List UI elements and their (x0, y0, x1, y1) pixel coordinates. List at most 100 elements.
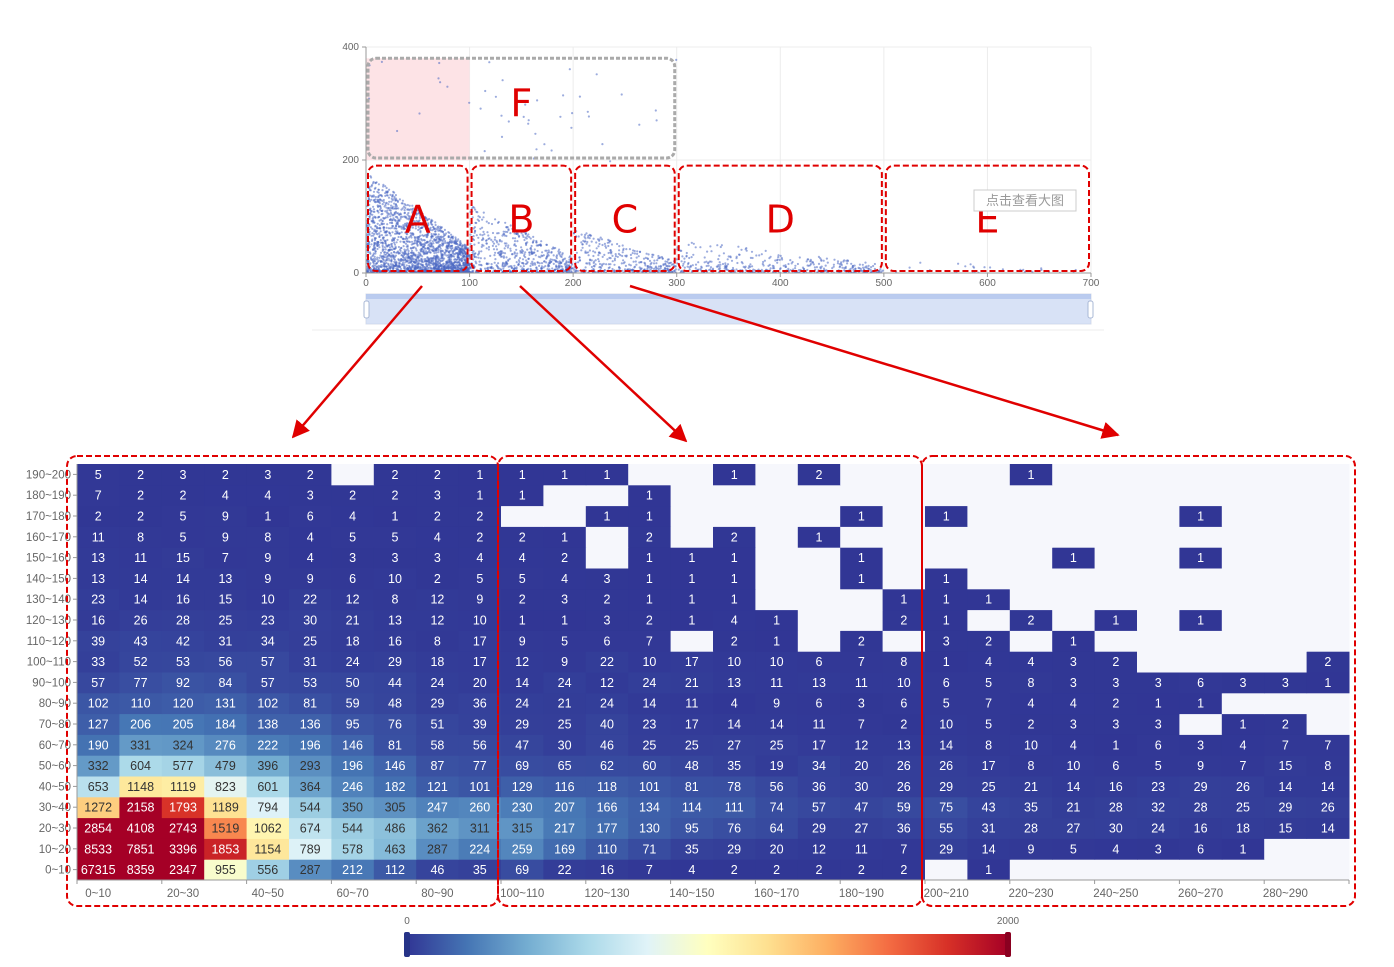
scatter-point (393, 257, 396, 260)
scatter-point (735, 257, 738, 260)
scatter-point (585, 242, 588, 245)
scatter-point (454, 236, 457, 239)
scatter-x-tick-label: 500 (876, 278, 893, 289)
scatter-point (492, 248, 496, 251)
scatter-point (859, 267, 862, 270)
heatmap-cell-label: 9 (561, 655, 568, 669)
scatter-point (718, 254, 721, 257)
heatmap-cell-label: 58 (430, 738, 444, 752)
view-full-image-button[interactable]: 点击查看大图 (973, 189, 1077, 212)
heatmap-cell-label: 1 (858, 572, 865, 586)
scatter-point (381, 257, 384, 260)
heatmap-cell-label: 6 (307, 510, 314, 524)
scatter-point (374, 230, 378, 234)
heatmap-cell-label: 7 (858, 655, 865, 669)
heatmap-cell-label: 260 (469, 801, 490, 815)
scatter-point (425, 263, 428, 266)
heatmap-x-tick-label: 80~90 (421, 888, 453, 900)
scatter-point (655, 119, 658, 122)
heatmap-empty-cell (1306, 588, 1350, 611)
heatmap-cell-label: 222 (257, 738, 278, 752)
heatmap-cell-label: 14 (1066, 780, 1080, 794)
scatter-point (408, 261, 412, 264)
scatter-point (438, 262, 442, 265)
scatter-point (513, 243, 516, 246)
scatter-point (592, 237, 595, 240)
heatmap-cell-label: 578 (342, 842, 363, 856)
scatter-point (377, 183, 380, 186)
scatter-point (454, 264, 457, 267)
heatmap-cell-label: 24 (1151, 822, 1165, 836)
scatter-point (716, 265, 719, 268)
scatter-point (373, 232, 376, 236)
scatter-point (374, 257, 377, 261)
heatmap-cell-label: 463 (385, 842, 406, 856)
scatter-point (769, 267, 772, 270)
heatmap-cell-label: 1 (943, 593, 950, 607)
scatter-point (729, 255, 732, 258)
heatmap-cell-label: 30 (1109, 822, 1123, 836)
scatter-point (655, 262, 658, 265)
scatter-point (437, 258, 441, 262)
visual-map-legend[interactable]: 0 2000 (404, 916, 1020, 957)
scatter-y-tick-label: 400 (342, 42, 359, 53)
scatter-point (588, 249, 592, 252)
heatmap-cell-label: 184 (215, 718, 236, 732)
scatter-point (388, 246, 392, 249)
heatmap-cell-label: 35 (727, 759, 741, 773)
heatmap-cell-label: 2 (392, 468, 399, 482)
scatter-point (383, 265, 386, 268)
scatter-point (460, 250, 463, 254)
scatter-point (611, 267, 614, 271)
scatter-point (372, 257, 375, 261)
heatmap-cell-label: 12 (430, 614, 444, 628)
scatter-point (518, 260, 521, 263)
heatmap-cell-label: 5 (95, 468, 102, 482)
visual-map-handle-max[interactable] (1005, 932, 1011, 957)
scatter-point (561, 265, 564, 268)
heatmap-cell-label: 111 (725, 801, 744, 815)
scatter-point (646, 257, 650, 261)
scatter-point (390, 258, 393, 261)
scatter-point (389, 263, 393, 266)
heatmap-cell-label: 28 (1194, 801, 1208, 815)
scatter-point (620, 93, 623, 96)
scatter-point (417, 220, 420, 223)
heatmap-cell-label: 2 (1028, 614, 1035, 628)
scatter-point (480, 250, 483, 253)
scatter-point (429, 264, 432, 267)
scatter-point (376, 247, 379, 251)
scatter-point (382, 201, 385, 204)
scatter-point (478, 250, 481, 253)
scatter-point (832, 263, 836, 266)
heatmap-cell-label: 8359 (127, 863, 155, 877)
scatter-point (475, 234, 478, 237)
heatmap-cell-label: 1 (858, 551, 865, 565)
heatmap-cell-label: 12 (812, 842, 826, 856)
scatter-point (652, 253, 655, 256)
heatmap-cell-label: 1 (1197, 510, 1204, 524)
scatter-point (371, 255, 374, 258)
scatter-point (380, 265, 383, 269)
scatter-point (445, 254, 448, 257)
scatter-point (450, 233, 453, 236)
heatmap-x-tick-label: 280~290 (1263, 888, 1308, 900)
datazoom-slider[interactable] (363, 293, 1094, 325)
heatmap-cell-label: 13 (897, 738, 911, 752)
heatmap-cell-label: 7 (1324, 738, 1331, 752)
scatter-point (422, 249, 425, 252)
scatter-point (368, 233, 371, 236)
heatmap-cell-label: 11 (813, 718, 826, 732)
scatter-point (377, 267, 380, 270)
scatter-point (473, 243, 476, 246)
scatter-point (780, 256, 783, 260)
scatter-point (392, 250, 396, 253)
heatmap-cell-label: 1 (519, 489, 526, 503)
scatter-point (789, 259, 792, 262)
heatmap-cell-label: 11 (770, 676, 783, 690)
scatter-point (653, 259, 656, 262)
heatmap-cell-label: 3 (1070, 655, 1077, 669)
scatter-point (393, 195, 396, 199)
visual-map-handle-min[interactable] (404, 932, 410, 957)
